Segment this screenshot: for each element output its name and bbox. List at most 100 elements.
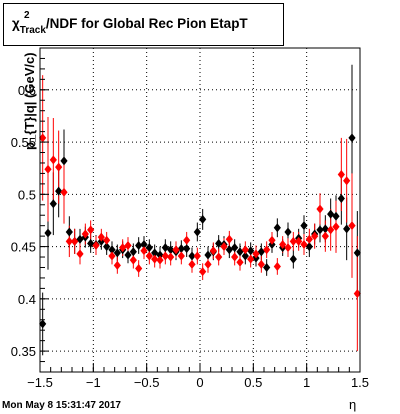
x-tick-label: 1.5	[351, 375, 369, 390]
data-point-black	[103, 242, 111, 252]
data-point-black	[300, 221, 308, 231]
data-point-red	[97, 232, 105, 242]
data-point-black	[332, 211, 340, 221]
data-point-black	[321, 224, 329, 234]
data-point-red	[60, 187, 68, 197]
data-point-red	[343, 176, 351, 186]
data-point-red	[87, 225, 95, 235]
data-point-red	[300, 239, 308, 249]
data-point-black	[161, 243, 169, 253]
title-rest: /NDF for Global Rec Pion EtapT	[45, 16, 248, 31]
data-point-black	[353, 248, 361, 258]
data-point-black	[257, 247, 265, 257]
data-point-red	[289, 236, 297, 246]
data-point-red	[332, 222, 340, 232]
data-point-black	[145, 243, 153, 253]
timestamp: Mon May 8 15:31:47 2017	[2, 400, 121, 411]
data-point-red	[151, 254, 159, 264]
data-point-red	[92, 241, 100, 251]
data-point-black	[231, 243, 239, 253]
data-point-red	[183, 235, 191, 245]
data-point-black	[65, 227, 73, 237]
data-point-red	[236, 257, 244, 267]
data-point-red	[204, 259, 212, 269]
y-tick-label: 0.45	[11, 240, 36, 255]
tick-labels: −1.5 −1 −0.5 0 0.5 1 1.5 0.35 0.4 0.45 0.5 0.55 0.6	[11, 83, 369, 390]
data-point-black	[76, 234, 84, 244]
data-point-black	[177, 244, 185, 254]
data-point-red	[49, 155, 57, 165]
data-point-red	[103, 235, 111, 245]
data-point-black	[225, 245, 233, 255]
data-point-black	[140, 239, 148, 249]
data-point-red	[268, 235, 276, 245]
x-tick-label: −1.5	[27, 375, 53, 390]
data-point-black	[305, 242, 313, 252]
data-point-red	[161, 251, 169, 261]
data-point-red	[321, 231, 329, 241]
x-tick-label: 0	[196, 375, 203, 390]
data-point-red	[231, 252, 239, 262]
data-point-black	[87, 238, 95, 248]
x-axis-label: η	[349, 397, 357, 412]
data-point-black	[151, 248, 159, 258]
data-point-red	[177, 251, 185, 261]
data-point-black	[247, 246, 255, 256]
data-point-red	[284, 243, 292, 253]
data-point-red	[124, 241, 132, 251]
data-point-red	[220, 242, 228, 252]
grid-lines	[40, 48, 360, 372]
data-point-red	[337, 169, 345, 179]
data-point-black	[273, 223, 281, 233]
data-point-red	[193, 251, 201, 261]
data-point-red	[316, 204, 324, 214]
data-point-red	[279, 239, 287, 249]
data-point-red	[39, 133, 47, 143]
data-point-red	[113, 260, 121, 270]
y-tick-label: 0.55	[11, 135, 36, 150]
data-point-black	[124, 250, 132, 260]
data-point-red	[305, 234, 313, 244]
data-point-red	[65, 236, 73, 246]
y-tick-label: 0.6	[18, 83, 36, 98]
data-point-black	[343, 224, 351, 234]
data-point-black	[327, 209, 335, 219]
data-point-black	[156, 250, 164, 260]
data-point-red	[71, 236, 79, 246]
data-point-red	[327, 225, 335, 235]
data-point-black	[135, 241, 143, 251]
data-point-red	[188, 259, 196, 269]
data-point-red	[225, 234, 233, 244]
data-point-red	[135, 264, 143, 274]
data-point-red	[199, 267, 207, 277]
data-point-black	[289, 254, 297, 264]
data-point-black	[337, 194, 345, 204]
data-point-red	[215, 252, 223, 262]
data-point-red	[76, 249, 84, 259]
x-tick-label: 0.5	[244, 375, 262, 390]
title-superscript: 2	[24, 10, 30, 21]
x-tick-label: 1	[303, 375, 310, 390]
data-point-black	[113, 248, 121, 258]
data-point-red	[252, 249, 260, 259]
data-point-red	[172, 245, 180, 255]
data-point-black	[199, 214, 207, 224]
data-point-red	[295, 236, 303, 246]
data-point-red	[156, 255, 164, 265]
data-point-red	[55, 162, 63, 172]
data-point-red	[108, 251, 116, 261]
data-point-red	[353, 289, 361, 299]
data-point-black	[55, 186, 63, 196]
data-point-black	[44, 228, 52, 238]
data-point-black	[108, 245, 116, 255]
y-tick-label: 0.4	[18, 292, 36, 307]
data-point-red	[311, 231, 319, 241]
title-chi: χ	[12, 16, 20, 31]
data-point-red	[247, 254, 255, 264]
data-point-red	[145, 251, 153, 261]
data-point-black	[284, 227, 292, 237]
data-point-black	[60, 156, 68, 166]
data-point-black	[204, 250, 212, 260]
data-point-black	[236, 247, 244, 257]
